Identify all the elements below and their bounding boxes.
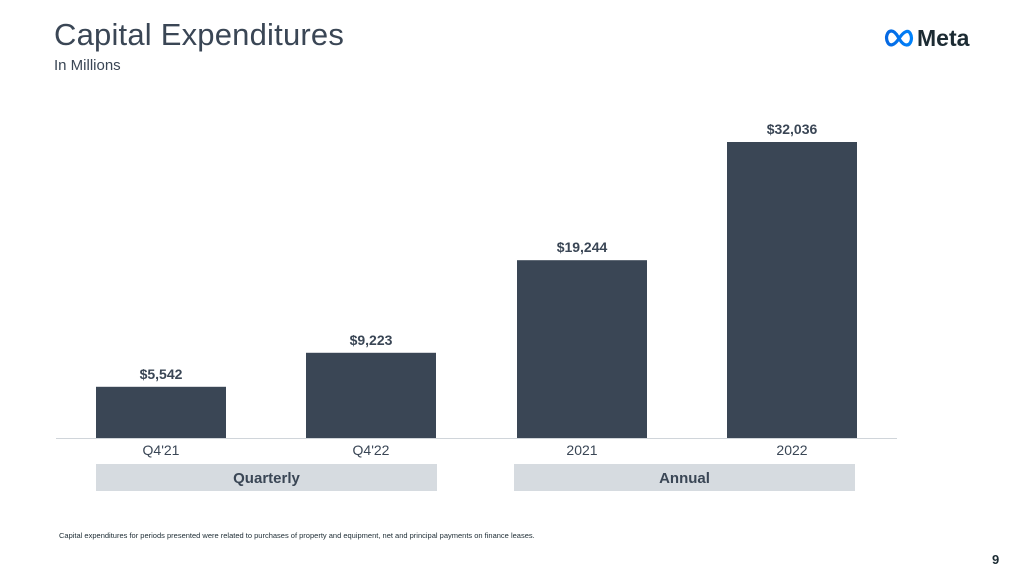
group-band-annual	[514, 464, 855, 491]
bar-value-label-0: $5,542	[140, 366, 183, 382]
bar-value-label-3: $32,036	[767, 121, 818, 137]
x-tick-label-0: Q4'21	[143, 442, 180, 458]
bar-2	[517, 260, 647, 438]
meta-logo: Meta	[884, 25, 969, 51]
x-tick-label-1: Q4'22	[353, 442, 390, 458]
bar-1	[306, 352, 436, 438]
bar-value-label-2: $19,244	[557, 239, 608, 255]
page-title: Capital Expenditures	[54, 17, 345, 52]
group-label-quarterly: Quarterly	[233, 470, 300, 487]
page-subtitle: In Millions	[54, 57, 121, 74]
bar-value-label-1: $9,223	[350, 332, 393, 348]
page-number: 9	[992, 552, 1000, 567]
meta-logo-text: Meta	[917, 24, 970, 51]
x-tick-label-2: 2021	[566, 442, 597, 458]
group-label-annual: Annual	[659, 470, 710, 487]
meta-infinity-logo-icon	[885, 29, 913, 47]
footnote: Capital expenditures for periods present…	[59, 531, 535, 540]
bar-0	[96, 386, 226, 438]
group-band-quarterly	[96, 464, 437, 491]
x-tick-label-3: 2022	[776, 442, 807, 458]
bar-3	[727, 142, 857, 438]
